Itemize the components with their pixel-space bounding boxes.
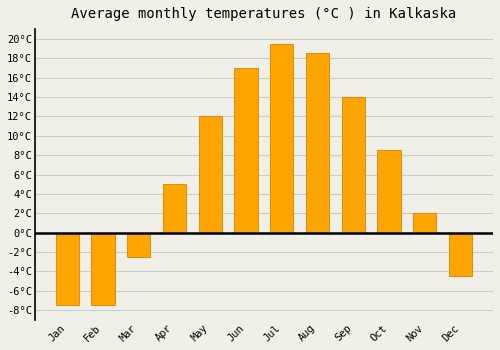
Bar: [198, 116, 222, 233]
Bar: [306, 53, 329, 233]
Bar: [127, 233, 150, 257]
Bar: [270, 44, 293, 233]
Bar: [234, 68, 258, 233]
Bar: [56, 233, 79, 306]
Bar: [449, 233, 472, 276]
Bar: [378, 150, 400, 233]
Bar: [92, 233, 114, 306]
Bar: [413, 213, 436, 233]
Title: Average monthly temperatures (°C ) in Kalkaska: Average monthly temperatures (°C ) in Ka…: [72, 7, 456, 21]
Bar: [163, 184, 186, 233]
Bar: [342, 97, 365, 233]
